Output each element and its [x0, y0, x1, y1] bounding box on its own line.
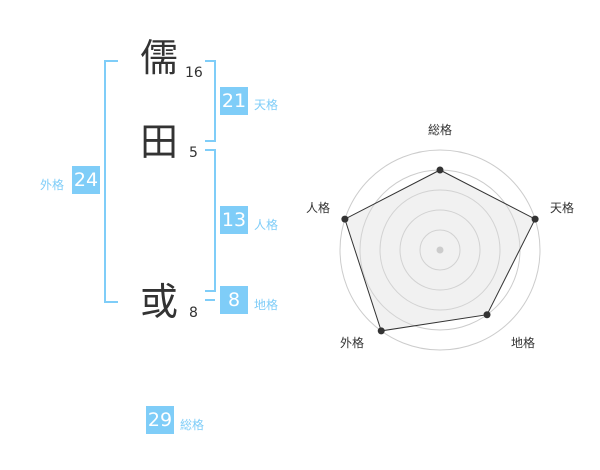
soukaku-label: 総格	[180, 418, 205, 432]
radar-axis-label: 地格	[511, 335, 535, 350]
tenkaku-label: 天格	[254, 98, 279, 112]
radar-ring	[399, 209, 481, 291]
radar-ring	[379, 189, 501, 311]
radar-axis-label: 外格	[340, 335, 364, 350]
gaikaku-label: 外格	[40, 178, 65, 192]
radar-point	[531, 215, 539, 223]
name-char-2: 田	[140, 120, 179, 164]
gaikaku-value: 24	[72, 166, 100, 194]
jinkaku-value: 13	[220, 206, 248, 234]
tenkaku-value: 21	[220, 87, 248, 115]
chikaku-label: 地格	[254, 298, 279, 312]
chikaku-connector	[205, 299, 215, 301]
name-char-3: 或	[140, 280, 179, 324]
radar-center	[436, 246, 444, 254]
chikaku-value: 8	[220, 286, 248, 314]
radar-axis-label: 総格	[428, 122, 452, 137]
stroke-count-3: 8	[189, 305, 198, 321]
radar-point	[436, 166, 444, 174]
soukaku-value: 29	[146, 406, 174, 434]
jinkaku-bracket	[205, 149, 216, 292]
radar-ring	[339, 149, 541, 351]
jinkaku-label: 人格	[254, 218, 279, 232]
stroke-count-2: 5	[189, 145, 198, 161]
radar-ring	[419, 229, 461, 271]
name-char-1: 儒	[140, 36, 179, 80]
radar-point	[377, 327, 385, 335]
radar-axis-label: 天格	[550, 200, 574, 215]
radar-point	[341, 215, 349, 223]
radar-point	[483, 311, 491, 319]
radar-axis-label: 人格	[306, 200, 330, 215]
tenkaku-bracket	[205, 60, 216, 142]
stroke-count-1: 16	[185, 65, 203, 81]
gaikaku-bracket	[104, 60, 118, 303]
